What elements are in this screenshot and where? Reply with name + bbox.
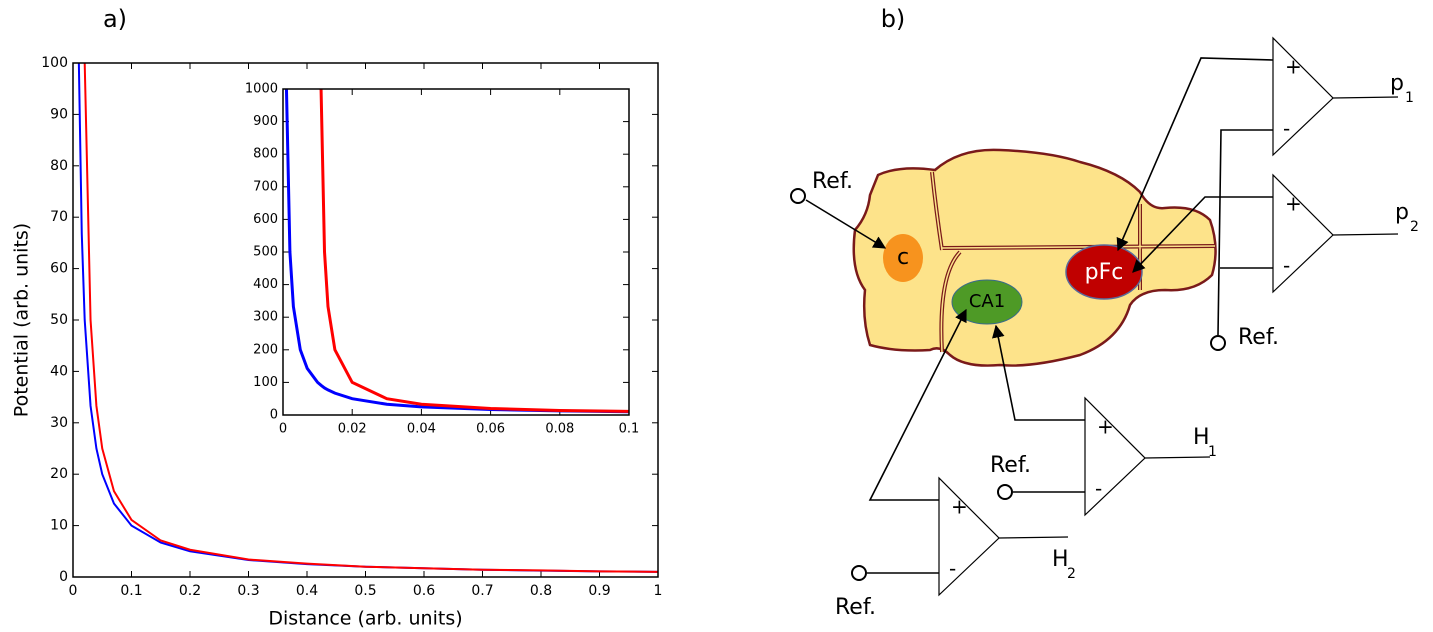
x-tick-label: 0: [279, 422, 287, 437]
x-tick-label: 0.3: [237, 583, 259, 599]
y-tick-label: 40: [50, 363, 68, 379]
output-wire: [1145, 457, 1210, 458]
y-tick-label: 30: [50, 415, 68, 431]
amplifier: [939, 478, 999, 595]
output-index: 2: [1067, 566, 1076, 582]
y-tick-label: 900: [253, 114, 278, 129]
y-tick-label: 400: [253, 277, 278, 292]
panel-label: b): [881, 5, 906, 33]
region-label: pFc: [1085, 260, 1124, 285]
y-axis-label: Potential (arb. units): [11, 223, 33, 417]
plot-area: [283, 89, 629, 415]
output-wire: [1333, 234, 1398, 235]
y-tick-label: 200: [253, 342, 278, 357]
y-tick-label: 500: [253, 245, 278, 260]
output-label: p: [1395, 200, 1409, 225]
output-wire: [1333, 97, 1398, 98]
output-label: p: [1390, 71, 1404, 96]
brain: c CA1 pFc: [854, 150, 1216, 366]
region-label: c: [897, 245, 909, 270]
y-tick-label: 300: [253, 310, 278, 325]
y-tick-label: 10: [50, 518, 68, 534]
y-tick-label: 600: [253, 212, 278, 227]
amplifier: [1273, 38, 1333, 155]
reference-label: Ref.: [990, 453, 1031, 478]
x-axis-label: Distance (arb. units): [268, 608, 462, 630]
x-tick-label: 0.4: [296, 583, 318, 599]
x-tick-label: 1: [654, 583, 663, 599]
plus-sign: +: [1285, 192, 1302, 216]
x-tick-label: 0.1: [619, 422, 640, 437]
x-tick-label: 0.2: [179, 583, 201, 599]
output-index: 1: [1208, 444, 1217, 460]
x-tick-label: 0.9: [588, 583, 610, 599]
region-label: CA1: [969, 291, 1005, 312]
y-tick-label: 50: [50, 312, 68, 328]
y-tick-label: 80: [50, 158, 68, 174]
plus-sign: +: [1285, 55, 1302, 79]
y-tick-label: 90: [50, 106, 68, 122]
y-tick-label: 60: [50, 261, 68, 277]
x-tick-label: 0.6: [413, 583, 435, 599]
x-tick-label: 0.7: [471, 583, 493, 599]
reference-label: Ref.: [812, 169, 853, 194]
reference-label: Ref.: [1238, 325, 1279, 350]
y-tick-label: 1000: [245, 82, 278, 97]
minus-sign: -: [949, 557, 956, 581]
output-index: 2: [1410, 219, 1419, 235]
y-tick-label: 0: [59, 569, 68, 585]
x-tick-label: 0: [69, 583, 78, 599]
y-tick-label: 800: [253, 147, 278, 162]
minus-sign: -: [1283, 117, 1290, 141]
y-tick-label: 100: [253, 375, 278, 390]
plus-sign: +: [951, 495, 968, 519]
x-tick-label: 0.5: [354, 583, 376, 599]
output-wire: [999, 537, 1068, 538]
y-tick-label: 100: [41, 55, 68, 71]
minus-sign: -: [1095, 477, 1102, 501]
output-index: 1: [1405, 90, 1414, 106]
plus-sign: +: [1097, 415, 1114, 439]
figure: a) b) 00.10.20.30.40.50.60.70.80.9101020…: [0, 0, 1433, 632]
y-tick-label: 700: [253, 179, 278, 194]
x-tick-label: 0.04: [407, 422, 436, 437]
x-tick-label: 0.02: [338, 422, 367, 437]
x-tick-label: 0.06: [476, 422, 505, 437]
panel-label: a): [103, 5, 127, 33]
x-tick-label: 0.1: [120, 583, 142, 599]
y-tick-label: 0: [270, 408, 278, 423]
amplifier: [1273, 175, 1333, 292]
y-tick-label: 20: [50, 466, 68, 482]
amplifier: [1085, 398, 1145, 515]
x-tick-label: 0.8: [530, 583, 552, 599]
y-tick-label: 70: [50, 209, 68, 225]
minus-sign: -: [1283, 254, 1290, 278]
x-tick-label: 0.08: [545, 422, 574, 437]
reference-label: Ref.: [835, 595, 876, 620]
